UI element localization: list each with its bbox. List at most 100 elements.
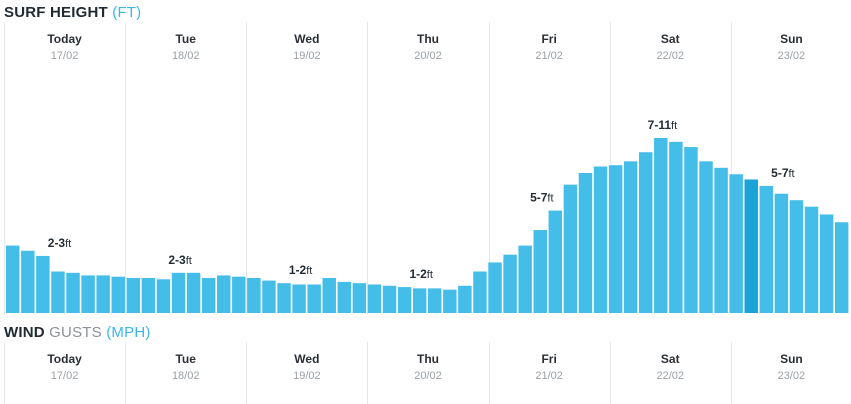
surf-bar[interactable]: [126, 277, 141, 313]
surf-range-unit: ft: [186, 255, 192, 267]
surf-bar[interactable]: [247, 277, 261, 313]
surf-bar[interactable]: [277, 283, 291, 313]
day-name: Sun: [780, 352, 803, 366]
surf-bar[interactable]: [81, 275, 95, 313]
day-date: 22/02: [656, 370, 685, 382]
surf-bar[interactable]: [473, 271, 487, 313]
surf-bar[interactable]: [563, 184, 578, 313]
surf-range-unit: ft: [306, 265, 312, 277]
surf-day-1: Tue 18/02: [125, 32, 246, 62]
surf-bar[interactable]: [232, 276, 246, 313]
day-name: Wed: [294, 32, 320, 46]
surf-range-value: 5-7: [530, 191, 548, 205]
day-name: Thu: [416, 32, 439, 46]
surf-range-unit: ft: [671, 120, 677, 132]
surf-bar[interactable]: [503, 254, 517, 313]
day-name: Tue: [175, 352, 196, 366]
day-name: Wed: [294, 352, 320, 366]
surf-bar[interactable]: [729, 174, 743, 313]
surf-range-label: 2-3ft: [168, 253, 191, 267]
surf-bar[interactable]: [96, 275, 110, 313]
day-date: 21/02: [535, 50, 563, 62]
surf-bar[interactable]: [819, 214, 834, 313]
surf-bar[interactable]: [759, 185, 774, 313]
surf-bar[interactable]: [412, 288, 427, 313]
surf-bar[interactable]: [322, 277, 336, 313]
surf-day-6: Sun 23/02: [731, 32, 851, 62]
surf-bar[interactable]: [307, 284, 321, 313]
surf-bar[interactable]: [669, 141, 683, 313]
surf-bar[interactable]: [428, 288, 442, 313]
surf-bar[interactable]: [518, 245, 532, 313]
surf-range-value: 2-3: [48, 236, 66, 250]
surf-bar[interactable]: [578, 172, 593, 313]
surf-bar[interactable]: [608, 165, 623, 313]
surf-bar[interactable]: [684, 147, 698, 313]
day-date: 18/02: [171, 50, 200, 62]
surf-bar[interactable]: [36, 255, 50, 313]
surf-bar[interactable]: [262, 280, 276, 313]
surf-bar[interactable]: [21, 250, 35, 313]
surf-bar[interactable]: [352, 283, 367, 313]
surf-day-2: Wed 19/02: [246, 32, 367, 62]
day-date: 18/02: [171, 370, 200, 382]
surf-bar[interactable]: [488, 262, 502, 313]
surf-bar[interactable]: [623, 161, 638, 313]
surf-range-unit: ft: [65, 238, 71, 250]
surf-range-label: 1-2ft: [289, 263, 312, 277]
surf-bar[interactable]: [367, 284, 382, 313]
wind-gusts-title: WIND GUSTS (MPH): [4, 324, 151, 341]
wind-day-2: Wed 19/02: [246, 352, 367, 382]
surf-range-value: 1-2: [289, 263, 307, 277]
surf-bar[interactable]: [111, 276, 125, 313]
surf-bar[interactable]: [186, 272, 201, 313]
surf-bar[interactable]: [6, 245, 20, 313]
surf-bar[interactable]: [804, 206, 819, 313]
day-name: Today: [47, 32, 82, 46]
surf-bar[interactable]: [593, 166, 608, 313]
surf-range-label: 7-11ft: [648, 118, 677, 132]
surf-bar[interactable]: [156, 279, 171, 313]
surf-bar[interactable]: [51, 271, 65, 313]
surf-bar[interactable]: [337, 281, 352, 313]
day-date: 23/02: [777, 370, 806, 382]
day-name: Tue: [175, 32, 196, 46]
surf-bar[interactable]: [789, 200, 804, 313]
day-date: 20/02: [414, 370, 442, 382]
surf-bar-current[interactable]: [744, 179, 758, 313]
surf-range-value: 7-11: [648, 118, 672, 132]
surf-bar[interactable]: [458, 285, 472, 313]
day-name: Fri: [541, 32, 557, 46]
surf-bar[interactable]: [397, 287, 412, 313]
day-date: 20/02: [414, 50, 442, 62]
surf-bar[interactable]: [382, 285, 397, 313]
surf-bar[interactable]: [171, 272, 186, 313]
surf-day-headers: Today 17/02 Tue 18/02 Wed 19/02 Thu 20/02 Fri 21/…: [4, 32, 851, 62]
day-date: 22/02: [656, 50, 685, 62]
day-name: Sun: [780, 32, 803, 46]
wind-title-main: WIND: [4, 324, 45, 341]
surf-bar[interactable]: [639, 152, 653, 313]
surf-bar[interactable]: [714, 167, 728, 313]
wind-day-5: Sat 22/02: [610, 352, 731, 382]
surf-bar[interactable]: [533, 230, 547, 313]
surf-bar[interactable]: [217, 275, 231, 313]
day-date: 17/02: [50, 370, 79, 382]
surf-bar[interactable]: [654, 137, 668, 313]
surf-bar[interactable]: [774, 193, 789, 313]
surf-bar[interactable]: [201, 277, 216, 313]
day-date: 19/02: [293, 50, 321, 62]
wind-day-6: Sun 23/02: [731, 352, 851, 382]
wind-day-3: Thu 20/02: [367, 352, 488, 382]
surf-bar[interactable]: [699, 161, 713, 313]
surf-bar[interactable]: [443, 289, 457, 313]
surf-bar[interactable]: [66, 272, 80, 313]
surf-bar[interactable]: [548, 210, 563, 313]
day-name: Thu: [416, 352, 439, 366]
surf-bar[interactable]: [141, 277, 156, 313]
day-date: 19/02: [293, 370, 321, 382]
surf-bar[interactable]: [292, 284, 306, 313]
surf-bar[interactable]: [834, 222, 849, 313]
surf-range-label: 5-7ft: [771, 166, 794, 180]
wind-day-4: Fri 21/02: [489, 352, 610, 382]
